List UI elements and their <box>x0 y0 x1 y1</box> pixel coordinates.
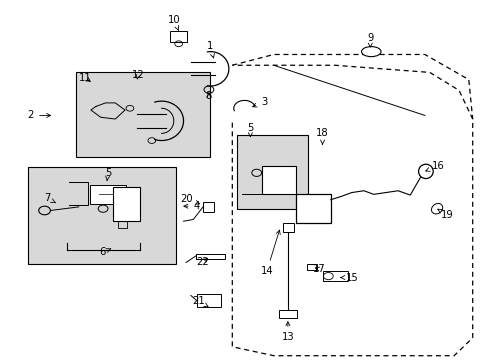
Bar <box>113 187 140 221</box>
Text: 13: 13 <box>281 322 294 342</box>
Bar <box>169 31 187 42</box>
Text: 9: 9 <box>366 33 373 47</box>
Text: 1: 1 <box>207 41 214 58</box>
Text: 15: 15 <box>340 273 358 283</box>
Text: 16: 16 <box>425 161 444 171</box>
Text: 10: 10 <box>167 15 180 30</box>
Bar <box>261 166 295 194</box>
Text: 18: 18 <box>316 129 328 144</box>
Ellipse shape <box>430 203 442 214</box>
Bar <box>322 271 347 281</box>
Text: 6: 6 <box>99 247 110 257</box>
Ellipse shape <box>418 164 432 179</box>
Text: 21: 21 <box>191 296 208 307</box>
Bar <box>306 264 316 270</box>
Bar <box>282 223 294 232</box>
Bar <box>196 294 221 307</box>
Text: 22: 22 <box>196 257 208 267</box>
Text: 17: 17 <box>312 264 325 274</box>
Text: 2: 2 <box>28 111 51 121</box>
Text: 14: 14 <box>260 230 280 276</box>
Bar <box>203 202 213 212</box>
Bar <box>295 194 330 223</box>
Text: 11: 11 <box>79 73 91 83</box>
Bar <box>278 310 297 318</box>
Text: 3: 3 <box>252 97 266 107</box>
Text: 12: 12 <box>132 70 144 80</box>
Text: 20: 20 <box>180 194 199 204</box>
Text: 19: 19 <box>437 209 453 220</box>
Text: 5: 5 <box>104 168 111 181</box>
Bar <box>27 167 176 264</box>
Text: 4: 4 <box>183 201 200 211</box>
Text: 8: 8 <box>205 91 212 101</box>
Bar <box>90 185 125 204</box>
Bar <box>237 135 307 209</box>
Text: 7: 7 <box>44 193 55 203</box>
Bar <box>76 72 210 157</box>
Text: 5: 5 <box>246 123 253 137</box>
Ellipse shape <box>361 46 380 57</box>
